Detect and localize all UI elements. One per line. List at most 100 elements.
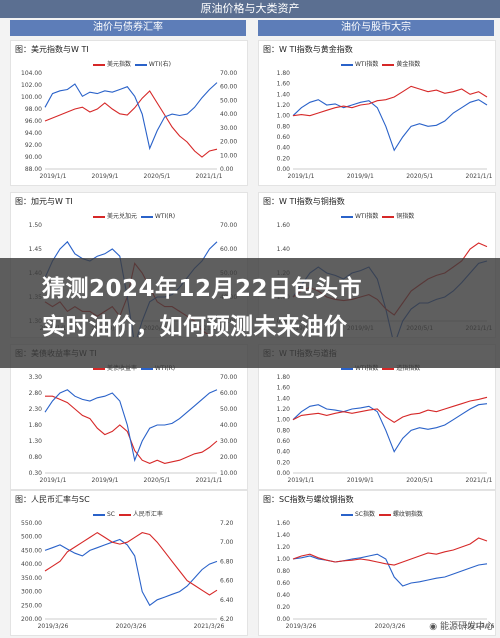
- y-tick-label: 1.60: [277, 385, 291, 392]
- y-tick-label: 300.00: [21, 589, 42, 596]
- series-line: [44, 531, 218, 596]
- series-line: [292, 403, 488, 453]
- x-tick-label: 2020/5/1: [406, 173, 433, 180]
- legend-label: 美元指数: [107, 61, 133, 68]
- legend-swatch: [134, 63, 147, 66]
- y2-tick-label: 7.00: [220, 539, 234, 546]
- chart-title: 图：W TI指数与铜指数: [263, 197, 345, 206]
- x-tick-label: 2021/1/1: [196, 173, 223, 180]
- y-tick-label: 1.60: [277, 81, 291, 88]
- line-chart: 550.00 500.00 450.00 400.00 350.00 300.00 250.…: [21, 520, 234, 630]
- headline-line-2: 实时油价，如何预测未来油价: [42, 314, 348, 340]
- legend-swatch: [382, 367, 395, 370]
- wechat-icon: ◉: [429, 622, 438, 632]
- y-tick-label: 100.00: [21, 94, 42, 101]
- y-tick-label: 0.00: [277, 166, 291, 173]
- legend-swatch: [341, 367, 353, 370]
- series-line: [292, 537, 488, 566]
- y2-tick-label: 20.00: [220, 454, 237, 461]
- legend-label: SC: [107, 511, 117, 518]
- y-tick-label: 0.60: [277, 134, 291, 141]
- legend-label: 美元兑加元: [107, 213, 139, 220]
- x-tick-label: 2020/5/1: [406, 477, 433, 484]
- y-tick-label: 1.20: [277, 544, 291, 551]
- series-line: [45, 395, 218, 464]
- chart-title: 图：W TI指数与黄金指数: [263, 45, 353, 54]
- left-column-header: 油价与债券汇率: [10, 20, 246, 36]
- line-chart: 1.60 1.40 1.20 1.00 0.80 0.60 0.40 0.20 0.002019…: [277, 520, 495, 630]
- y-tick-label: 0.80: [277, 427, 291, 434]
- y2-tick-label: 70.00: [220, 222, 237, 229]
- x-tick-label: 2019/3/26: [286, 623, 317, 630]
- y-tick-label: 0.00: [277, 470, 291, 477]
- chart-legend: WTI指数 黄金指数: [339, 59, 420, 68]
- y-tick-label: 90.00: [25, 154, 42, 161]
- x-tick-label: 2019/1/1: [288, 173, 315, 180]
- y2-tick-label: 70.00: [220, 374, 237, 381]
- series-line: [44, 82, 218, 151]
- page-title: 原油价格与大类资产: [0, 0, 500, 18]
- y-tick-label: 550.00: [21, 520, 42, 527]
- y-tick-label: 0.00: [277, 616, 291, 623]
- y-tick-label: 250.00: [21, 602, 42, 609]
- legend-label: WTI(R): [154, 213, 176, 220]
- legend-swatch: [382, 63, 395, 66]
- x-tick-label: 2019/9/1: [347, 477, 374, 484]
- x-tick-label: 2020/5/1: [144, 477, 171, 484]
- chart-panel: 图：人民币汇率与SC SC 人民币汇率 550.00 500.00 450.00 400…: [10, 490, 248, 636]
- legend-swatch: [93, 367, 105, 370]
- series-line: [44, 538, 218, 607]
- y-tick-label: 98.00: [25, 106, 42, 113]
- y-tick-label: 1.80: [277, 70, 291, 77]
- y2-tick-label: 0.00: [220, 166, 234, 173]
- chart-panel: 图：美元指数与W TI 美元指数 WTI(右) 104.00 102.00 100.0…: [10, 40, 248, 186]
- y2-tick-label: 40.00: [220, 111, 237, 118]
- x-tick-label: 2020/5/1: [144, 173, 171, 180]
- y-tick-label: 1.50: [29, 222, 43, 229]
- y-tick-label: 1.40: [277, 246, 291, 253]
- x-tick-label: 2021/1/1: [466, 173, 493, 180]
- y-tick-label: 2.80: [29, 390, 43, 397]
- legend-swatch: [118, 513, 131, 516]
- y-tick-label: 0.80: [29, 454, 43, 461]
- y2-tick-label: 6.20: [220, 616, 234, 623]
- y-tick-label: 0.60: [277, 438, 291, 445]
- line-chart: 1.80 1.60 1.40 1.20 1.00 0.80 0.60 0.40 0.20 0.00…: [277, 70, 493, 180]
- y-tick-label: 350.00: [21, 575, 42, 582]
- y-tick-label: 0.80: [277, 568, 291, 575]
- y2-tick-label: 10.00: [220, 152, 237, 159]
- legend-label: WTI(右): [148, 61, 171, 68]
- headline-banner: [0, 258, 500, 368]
- chart-panel: 图：W TI指数与黄金指数 WTI指数 黄金指数 1.80 1.60 1.40 1.20…: [258, 40, 496, 186]
- legend-label: 铜指数: [396, 213, 415, 220]
- chart-title: 图：人民币汇率与SC: [15, 495, 90, 504]
- chart-legend: SC 人民币汇率: [91, 509, 163, 518]
- chart-legend: WTI指数 道指指数: [339, 363, 420, 372]
- legend-swatch: [382, 215, 395, 218]
- y-tick-label: 94.00: [25, 130, 42, 137]
- x-tick-label: 2019/1/1: [40, 477, 67, 484]
- headline-line-1: 猜测2024年12月22日包头市: [42, 276, 363, 302]
- y2-tick-label: 40.00: [220, 422, 237, 429]
- legend-swatch: [93, 63, 105, 66]
- legend-label: WTI指数: [355, 213, 381, 220]
- x-tick-label: 2019/1/1: [288, 477, 315, 484]
- y-tick-label: 0.80: [277, 123, 291, 130]
- legend-swatch: [341, 63, 353, 66]
- series-line: [292, 396, 488, 423]
- series-line: [44, 90, 218, 158]
- x-tick-label: 2019/9/1: [347, 173, 374, 180]
- legend-label: 黄金指数: [396, 61, 421, 68]
- y-tick-label: 0.20: [277, 604, 291, 611]
- x-tick-label: 2020/3/26: [116, 623, 147, 630]
- y2-tick-label: 30.00: [220, 125, 237, 132]
- legend-swatch: [341, 513, 353, 516]
- y-tick-label: 1.40: [277, 91, 291, 98]
- chart-legend: 美元指数 WTI(右): [91, 59, 171, 68]
- chart-title: 图：SC指数与螺纹钢指数: [263, 495, 354, 504]
- y-tick-label: 1.30: [29, 438, 43, 445]
- y-tick-label: 1.45: [29, 246, 43, 253]
- legend-swatch: [93, 215, 105, 218]
- chart-legend: WTI指数 铜指数: [339, 211, 414, 220]
- legend-label: 螺纹钢指数: [392, 511, 423, 518]
